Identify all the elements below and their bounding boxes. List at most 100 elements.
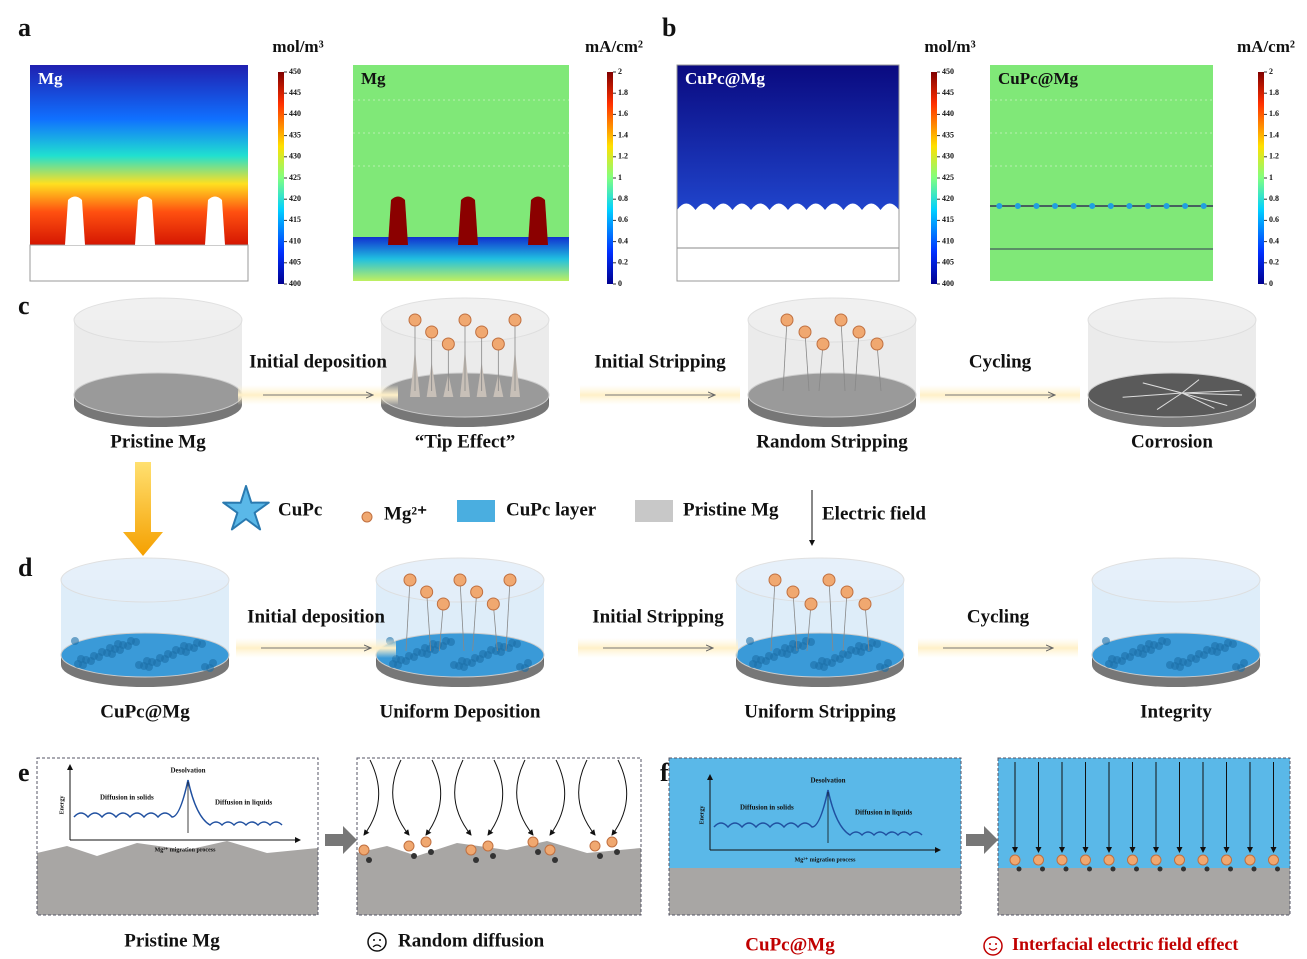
- panel-letter: c: [18, 291, 30, 320]
- process-arrow: [966, 826, 998, 854]
- cupc-pattern: [143, 657, 151, 665]
- legend-mg-icon: [635, 500, 673, 522]
- panel-caption: Pristine Mg: [124, 930, 220, 951]
- inset-label: Diffusion in liquids: [215, 799, 272, 807]
- colorbar-tick-label: 1: [618, 173, 622, 182]
- colorbar-tick-label: 425: [942, 173, 954, 182]
- mg-ion: [817, 338, 829, 350]
- step-caption: “Tip Effect”: [415, 431, 515, 452]
- colorbar-tick-label: 445: [289, 88, 301, 97]
- cupc-pattern: [855, 642, 863, 650]
- electron: [614, 849, 620, 855]
- electron: [597, 853, 603, 859]
- cell-top: [61, 558, 229, 602]
- hotspot: [1201, 203, 1207, 209]
- colorbar-tick-label: 2: [618, 67, 622, 76]
- hotspot: [1108, 203, 1114, 209]
- legend-label: CuPc layer: [506, 499, 597, 520]
- mg-ion: [1245, 855, 1255, 865]
- cupc-pattern: [405, 652, 413, 660]
- colorbar-tick-label: 0.8: [618, 194, 628, 203]
- cupc-pattern: [884, 659, 892, 667]
- cupc-pattern: [1174, 657, 1182, 665]
- electrode: [74, 373, 242, 417]
- inset-label: Desolvation: [811, 777, 846, 785]
- colorbar-tick-label: 1.6: [1269, 109, 1279, 118]
- cupc-pattern: [1195, 650, 1203, 658]
- mg-ion: [841, 586, 853, 598]
- mg-ion: [871, 338, 883, 350]
- legend-label: Pristine Mg: [683, 499, 779, 520]
- pillar: [388, 197, 408, 246]
- panel-letter: b: [662, 13, 676, 42]
- colorbar-tick-label: 420: [289, 194, 301, 203]
- colorbar-tick-label: 450: [289, 67, 301, 76]
- panel-letter: d: [18, 553, 33, 582]
- mg-ion: [442, 338, 454, 350]
- inset-label: Diffusion in liquids: [855, 809, 912, 817]
- electron: [411, 853, 417, 859]
- pillar: [528, 197, 548, 246]
- cupc-pattern: [789, 640, 797, 648]
- ion-trajectory: [579, 760, 595, 835]
- arrow-label: Initial deposition: [249, 351, 387, 372]
- colorbar-tick-label: 430: [942, 152, 954, 161]
- mg-ion: [409, 314, 421, 326]
- cell-top: [748, 298, 916, 342]
- electrolyte: [669, 758, 961, 868]
- colorbar-tick-label: 445: [942, 88, 954, 97]
- colorbar-tick-label: 1.2: [1269, 152, 1279, 161]
- panel-caption: CuPc@Mg: [745, 934, 835, 955]
- cupc-pattern: [1240, 659, 1248, 667]
- step-caption: Random Stripping: [756, 431, 908, 452]
- cupc-pattern: [818, 657, 826, 665]
- face-eye: [995, 943, 997, 945]
- pillar: [458, 197, 478, 246]
- mg-ion: [1222, 855, 1232, 865]
- mg-substrate: [669, 868, 961, 915]
- colorbar-tick-label: 415: [942, 215, 954, 224]
- ion-trajectory: [550, 760, 565, 835]
- mg-ion: [1034, 855, 1044, 865]
- colorbar-tick-label: 440: [289, 109, 301, 118]
- colorbar-tick-label: 0: [618, 279, 622, 288]
- electron: [1040, 867, 1045, 872]
- cupc-pattern: [458, 657, 466, 665]
- cupc-pattern: [487, 646, 495, 654]
- inset-label: Mg²⁺ migration process: [155, 846, 217, 853]
- cupc-pattern: [156, 654, 164, 662]
- cupc-pattern: [1211, 642, 1219, 650]
- step-caption: Corrosion: [1131, 431, 1213, 452]
- cupc-pattern: [1121, 652, 1129, 660]
- cupc-pattern: [413, 648, 421, 656]
- mg-ion: [1151, 855, 1161, 865]
- mg-ion: [1175, 855, 1185, 865]
- cell-top: [736, 558, 904, 602]
- cupc-pattern: [98, 648, 106, 656]
- face-mouth: [373, 945, 381, 947]
- face-mouth: [989, 948, 997, 950]
- arrow-label: Cycling: [969, 351, 1032, 372]
- cupc-pattern: [1137, 644, 1145, 652]
- electron: [1275, 867, 1280, 872]
- cupc-pattern: [114, 640, 122, 648]
- ion-trajectory: [364, 760, 379, 835]
- cupc-pattern: [106, 644, 114, 652]
- mg-ion: [799, 326, 811, 338]
- electron: [366, 857, 372, 863]
- mg-ion: [1128, 855, 1138, 865]
- mg-ion: [483, 841, 493, 851]
- inset-label: Diffusion in solids: [100, 794, 154, 802]
- inset-label: Energy: [59, 796, 65, 815]
- colorbar-tick-label: 415: [289, 215, 301, 224]
- substrate: [677, 204, 899, 282]
- cell-top: [74, 298, 242, 342]
- mg-ion: [487, 598, 499, 610]
- mg-ion: [454, 574, 466, 586]
- cupc-pattern: [209, 659, 217, 667]
- mg-ion: [359, 845, 369, 855]
- face-icon: [368, 933, 386, 951]
- cupc-pattern: [839, 650, 847, 658]
- mg-ion: [504, 574, 516, 586]
- panel-caption: Random diffusion: [398, 930, 545, 951]
